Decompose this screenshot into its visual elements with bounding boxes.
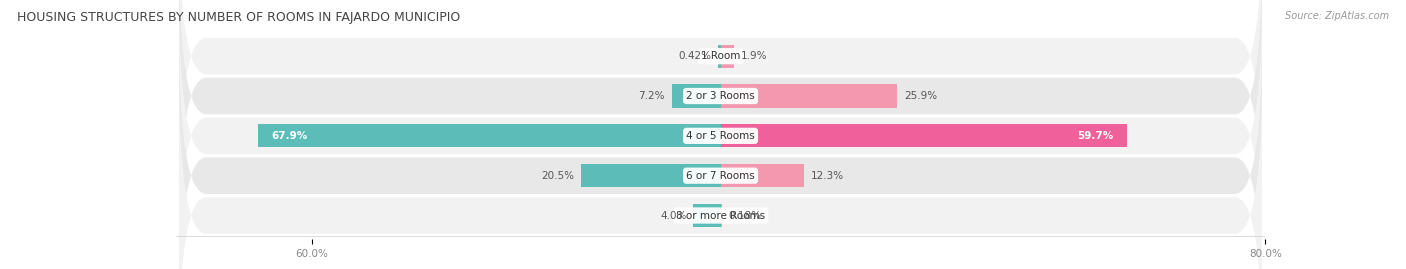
Text: 4 or 5 Rooms: 4 or 5 Rooms	[686, 131, 755, 141]
Text: 0.18%: 0.18%	[728, 211, 762, 221]
Text: 6 or 7 Rooms: 6 or 7 Rooms	[686, 171, 755, 181]
Bar	[721, 84, 897, 108]
Bar	[721, 124, 1128, 147]
Bar	[259, 124, 721, 147]
Bar	[581, 164, 721, 187]
FancyBboxPatch shape	[179, 0, 1263, 269]
FancyBboxPatch shape	[179, 0, 1263, 197]
FancyBboxPatch shape	[179, 35, 1263, 269]
Text: 4.0%: 4.0%	[661, 211, 686, 221]
Bar	[721, 164, 804, 187]
Text: 1.9%: 1.9%	[741, 51, 766, 61]
Text: 7.2%: 7.2%	[638, 91, 665, 101]
Text: 0.42%: 0.42%	[678, 51, 711, 61]
Text: 20.5%: 20.5%	[541, 171, 574, 181]
Bar	[693, 204, 721, 227]
Text: 59.7%: 59.7%	[1077, 131, 1114, 141]
Text: 2 or 3 Rooms: 2 or 3 Rooms	[686, 91, 755, 101]
Text: Source: ZipAtlas.com: Source: ZipAtlas.com	[1285, 11, 1389, 21]
Bar	[672, 84, 721, 108]
Text: 8 or more Rooms: 8 or more Rooms	[676, 211, 765, 221]
FancyBboxPatch shape	[179, 0, 1263, 237]
Bar	[717, 45, 721, 68]
Text: HOUSING STRUCTURES BY NUMBER OF ROOMS IN FAJARDO MUNICIPIO: HOUSING STRUCTURES BY NUMBER OF ROOMS IN…	[17, 11, 460, 24]
Text: 1 Room: 1 Room	[700, 51, 741, 61]
Text: 67.9%: 67.9%	[271, 131, 308, 141]
Text: 25.9%: 25.9%	[904, 91, 936, 101]
FancyBboxPatch shape	[179, 75, 1263, 269]
Text: 12.3%: 12.3%	[811, 171, 844, 181]
Bar	[721, 45, 734, 68]
